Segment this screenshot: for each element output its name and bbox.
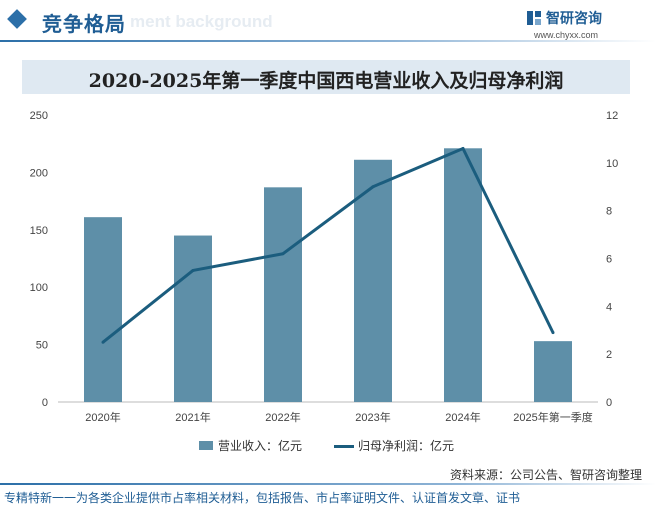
net-profit-point [191,268,195,272]
net-profit-point [461,146,465,150]
combo-chart: 0 50 100 150 200 250 0 2 4 6 8 10 12 2020年 2021年 2022年 2… [30,110,619,424]
y-left-tick-label: 0 [42,397,48,409]
y-left-tick-label: 150 [30,225,48,237]
y-left-tick-label: 250 [30,110,48,122]
revenue-bar [84,217,122,402]
x-tick-label: 2021年 [175,410,210,424]
chart-title: 2020-2025年第一季度中国西电营业收入及归母净利润 [88,70,564,92]
legend-line-swatch [334,445,354,448]
page-header: 竞争格局 ment background [0,0,656,46]
header-watermark: ment background [130,12,273,31]
section-title: 竞争格局 [42,14,126,36]
net-profit-line [102,146,555,344]
revenue-bar [264,187,302,402]
net-profit-point [281,252,285,256]
net-profit-point [101,340,105,344]
y-right-tick-label: 2 [606,349,612,361]
x-tick-label: 2025年第一季度 [513,410,592,424]
x-tick-label: 2023年 [355,410,390,424]
revenue-bar [174,235,212,402]
y-right-tick-label: 6 [606,254,612,266]
y-left-tick-label: 100 [30,282,48,294]
revenue-bar [354,159,392,402]
net-profit-point [371,185,375,189]
y-right-tick-label: 0 [606,397,612,409]
legend-bar-swatch [199,441,213,450]
y-right-tick-label: 12 [606,110,618,122]
y-left-tick-label: 50 [36,340,48,352]
net-profit-point [551,331,555,335]
chart-legend: 营业收入：亿元 归母净利润：亿元 [0,436,656,454]
source-note: 资料来源：公司公告、智研咨询整理 [449,468,642,482]
brand-logo: 智研咨询 www.chyxx.com [526,8,636,42]
x-tick-label: 2020年 [85,410,120,424]
y-left-tick-label: 200 [30,167,48,179]
revenue-bar [534,341,572,402]
revenue-bar [444,148,482,402]
footer-divider [0,483,656,485]
x-tick-label: 2022年 [265,410,300,424]
legend-bar-label: 营业收入：亿元 [218,439,303,453]
y-right-tick-label: 10 [606,158,618,170]
y-right-tick-label: 8 [606,206,612,218]
footer-text: 专精特新一一为各类企业提供市占率相关材料，包括报告、市占率证明文件、认证首发文章… [4,491,521,505]
chyxx-logo-icon [527,11,541,25]
y-right-tick-label: 4 [606,301,612,313]
header-divider [0,40,656,42]
brand-name: 智研咨询 [546,10,602,26]
x-tick-label: 2024年 [445,410,480,424]
legend-line-label: 归母净利润：亿元 [358,439,455,453]
chart-title-bar: 2020-2025年第一季度中国西电营业收入及归母净利润 [22,60,630,94]
brand-url: www.chyxx.com [534,30,599,40]
